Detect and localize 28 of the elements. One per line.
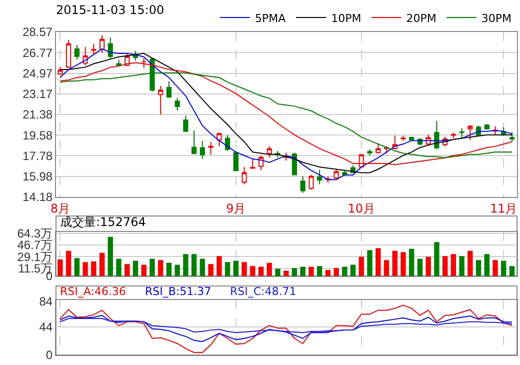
y-tick-label: 44 [39, 320, 53, 334]
y-tick-label: 0 [46, 348, 53, 362]
x-tick-label: 11月 [490, 201, 518, 216]
y-tick-label: 15.98 [22, 170, 53, 184]
y-tick-label: 23.17 [22, 87, 53, 102]
y-tick-label: 84 [39, 294, 53, 308]
y-tick-label: 14.18 [22, 190, 53, 204]
x-tick-label: 8月 [50, 201, 70, 216]
y-tick-label: 17.78 [22, 148, 53, 163]
y-tick-label: 26.77 [22, 46, 53, 60]
y-tick-label: 24.97 [22, 66, 53, 80]
y-tick-label: 19.58 [22, 128, 53, 142]
legend-label: 5PMA [255, 12, 286, 25]
text: RSI_C:48.71 [230, 285, 296, 298]
legend-label: 30PM [481, 12, 512, 25]
y-tick-label: 21.38 [22, 108, 53, 122]
y-tick-label: 28.57 [22, 25, 53, 40]
x-tick-label: 9月 [226, 201, 246, 216]
y-tick-label: 29.1万 [17, 250, 53, 264]
y-tick-label: 46.7万 [17, 238, 53, 252]
x-tick-label: 10月 [348, 201, 376, 216]
series-label: RSI_A:46.36 [60, 285, 126, 298]
legend-label: 10PM [331, 12, 362, 25]
y-tick-label: 64.3万 [17, 226, 53, 241]
legend-label: 20PM [406, 12, 436, 25]
text: RSI_B:51.37 [145, 285, 212, 298]
text: 成交量:152764 [60, 215, 146, 229]
chart-title: 2015-11-03 15:00 [56, 3, 164, 18]
